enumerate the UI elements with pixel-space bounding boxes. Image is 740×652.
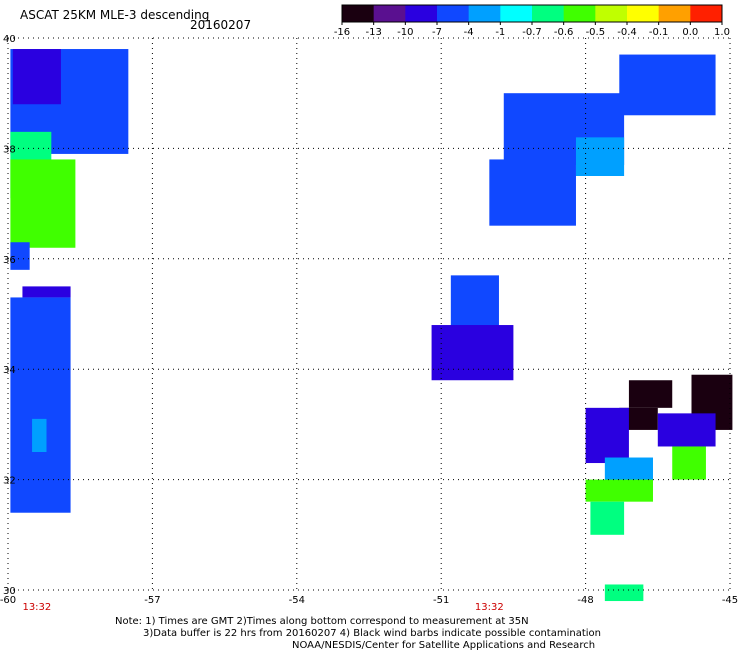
data-cell <box>10 159 76 248</box>
y-tick-label: 40 <box>3 34 16 45</box>
data-cell <box>585 479 653 502</box>
data-cell <box>590 501 625 535</box>
data-cell <box>32 418 47 452</box>
data-cell <box>10 297 71 513</box>
y-tick-label: 36 <box>3 255 16 266</box>
colorbar-swatch <box>532 5 565 22</box>
note-line-2: 3)Data buffer is 22 hrs from 20160207 4)… <box>143 628 601 639</box>
x-tick-label: -48 <box>577 595 593 606</box>
y-tick-label: 34 <box>3 365 16 376</box>
data-cell <box>431 325 514 381</box>
colorbar-label: -0.1 <box>649 27 669 38</box>
colorbar-label: 0.0 <box>682 27 698 38</box>
colorbar-swatch <box>468 5 501 22</box>
plot-area <box>10 49 733 602</box>
data-cell <box>12 49 61 105</box>
data-cell <box>489 159 576 226</box>
colorbar-swatch <box>563 5 596 22</box>
note-line-3: NOAA/NESDIS/Center for Satellite Applica… <box>292 640 596 651</box>
colorbar-swatch <box>405 5 438 22</box>
colorbar-label: -1 <box>495 27 505 38</box>
x-tick-label: -51 <box>433 595 449 606</box>
y-tick-label: 38 <box>3 144 16 155</box>
time-label: 13:32 <box>22 602 51 610</box>
data-cell <box>585 407 629 464</box>
colorbar-swatch <box>437 5 470 22</box>
data-cell <box>657 413 716 447</box>
colorbar-swatch <box>500 5 533 22</box>
colorbar-label: -7 <box>432 27 442 38</box>
data-cell <box>672 446 706 480</box>
x-tick-label: -60 <box>0 595 16 606</box>
colorbar-swatch <box>342 5 375 22</box>
x-tick-label: -57 <box>144 595 160 606</box>
colorbar-label: -0.5 <box>586 27 606 38</box>
data-cell <box>619 54 716 116</box>
colorbar-swatch <box>627 5 660 22</box>
gridlines <box>7 37 731 591</box>
colorbar-label: 1.0 <box>714 27 730 38</box>
x-tick-label: -45 <box>722 595 738 606</box>
y-tick-label: 30 <box>3 586 16 597</box>
data-cell <box>604 584 644 602</box>
colorbar-label: -4 <box>464 27 474 38</box>
time-label: 13:32 <box>475 602 504 610</box>
colorbar-swatch <box>595 5 628 22</box>
colorbar-label: -0.6 <box>554 27 574 38</box>
y-tick-label: 32 <box>3 476 16 487</box>
data-cell <box>10 242 30 270</box>
data-cell <box>575 137 625 176</box>
data-cell <box>628 380 673 408</box>
colorbar-label: -16 <box>334 27 350 38</box>
colorbar-swatch <box>658 5 691 22</box>
colorbar-swatch <box>373 5 406 22</box>
note-line-1: Note: 1) Times are GMT 2)Times along bot… <box>115 616 529 627</box>
heatmap-chart: -16 -13 -10 -7 -4 -1 -0.7 -0.6 -0.5 -0.4 -0.1 0.0 1.… <box>0 4 738 610</box>
colorbar-label: -10 <box>397 27 413 38</box>
colorbar-label: -0.4 <box>617 27 637 38</box>
x-tick-label: -54 <box>289 595 305 606</box>
axes: -60 -57 -54 -51 -48 -45 40 38 36 34 32 30 13:32 13:32 <box>0 34 738 610</box>
colorbar-swatch <box>690 5 723 22</box>
colorbar: -16 -13 -10 -7 -4 -1 -0.7 -0.6 -0.5 -0.4 -0.1 0.0 1.… <box>334 4 730 38</box>
chart-title: ASCAT 25KM MLE-3 descending <box>20 8 210 22</box>
chart-date: 20160207 <box>190 18 252 32</box>
colorbar-label: -0.7 <box>522 27 542 38</box>
colorbar-label: -13 <box>365 27 381 38</box>
data-cell <box>22 286 71 298</box>
